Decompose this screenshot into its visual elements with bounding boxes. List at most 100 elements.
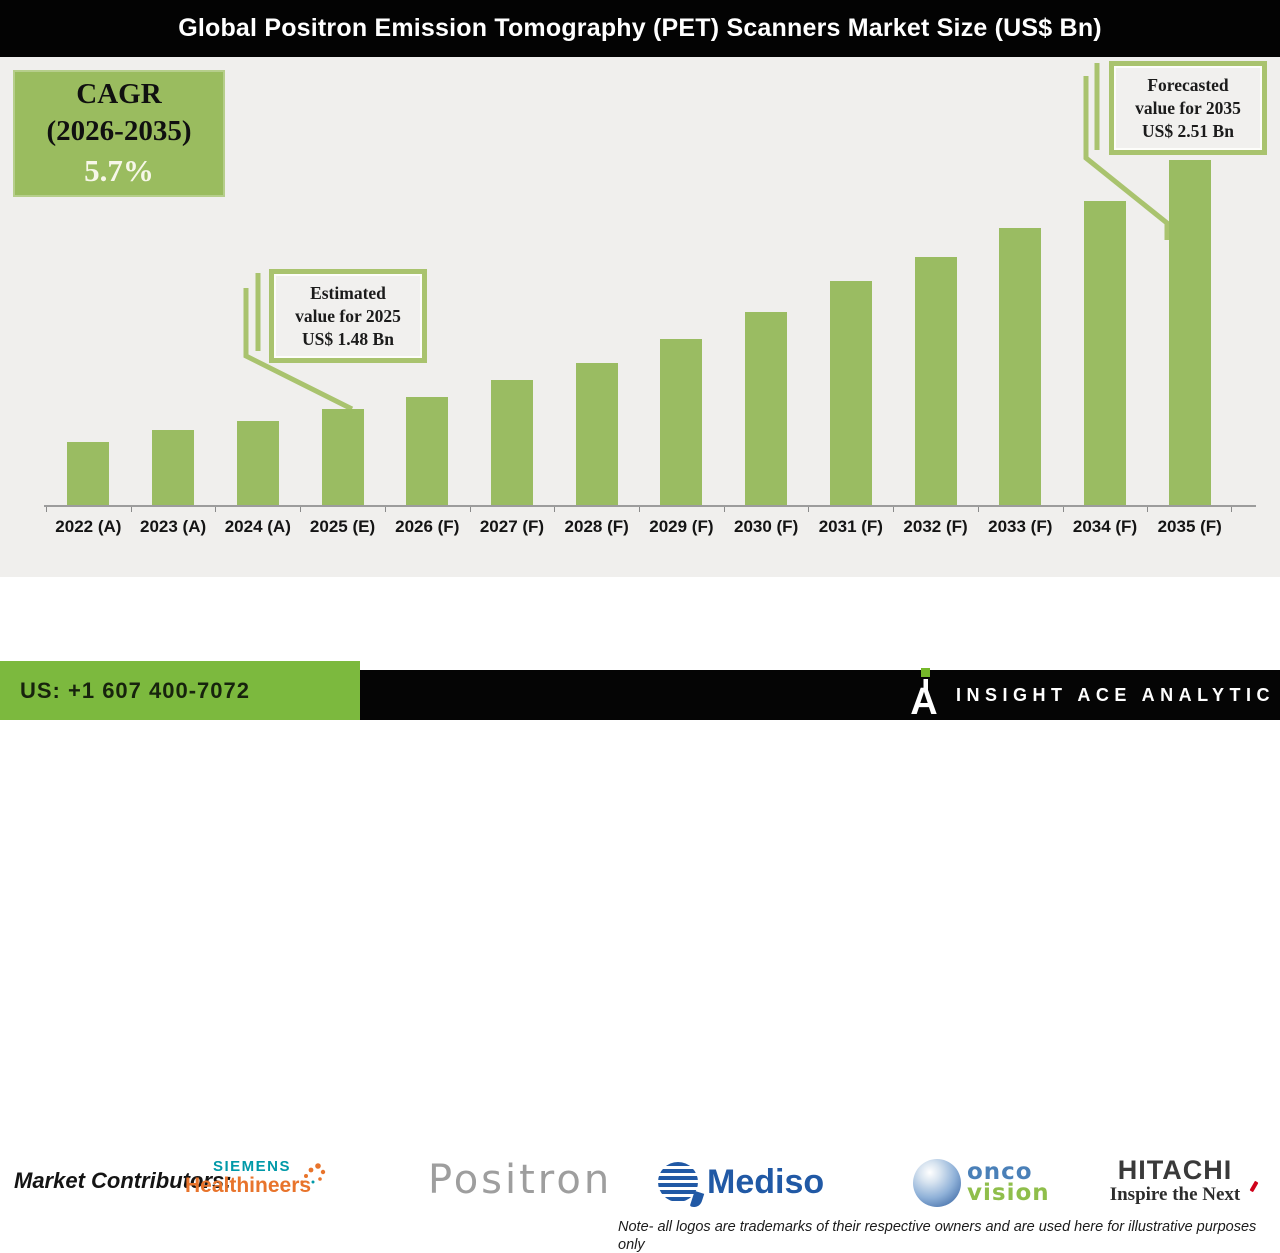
cagr-period: (2026-2035) <box>46 115 192 148</box>
bar-slot <box>131 57 216 505</box>
bar-2034 <box>1083 201 1126 505</box>
x-axis-labels: 2022 (A) 2023 (A) 2024 (A) 2025 (E) 2026 (F)… <box>46 509 1232 537</box>
oncovision-wordmark: onco vision <box>967 1159 1050 1206</box>
bar-slot <box>893 57 978 505</box>
x-axis-label: 2026 (F) <box>395 517 460 536</box>
phone-number: US: +1 607 400-7072 <box>20 677 250 703</box>
bar-2033 <box>999 228 1042 505</box>
axis-tick <box>724 507 725 512</box>
estimated-line2: value for 2025 <box>295 305 401 326</box>
x-axis-label: 2030 (F) <box>733 517 799 536</box>
brand-name: INSIGHT ACE ANALYTIC <box>956 684 1276 705</box>
axis-tick <box>46 507 47 512</box>
x-axis-label: 2025 (E) <box>309 517 376 536</box>
axis-tick <box>1063 507 1064 512</box>
bar-2028 <box>575 363 618 505</box>
bar-slot <box>470 57 555 505</box>
positron-logo: Positron <box>428 1157 613 1203</box>
bar-slot <box>1147 57 1232 505</box>
axis-tick <box>470 507 471 512</box>
axis-tick <box>131 507 132 512</box>
hitachi-slogan-text: Inspire the Next <box>1109 1184 1241 1205</box>
x-axis-label: 2028 (F) <box>564 517 629 536</box>
title-bar: Global Positron Emission Tomography (PET… <box>0 0 1280 57</box>
estimated-value-callout: Estimated value for 2025 US$ 1.48 Bn <box>269 269 427 363</box>
page-title: Global Positron Emission Tomography (PET… <box>178 14 1102 42</box>
estimated-line1: Estimated <box>310 282 386 303</box>
mediso-wordmark: Mediso <box>707 1162 825 1201</box>
forecasted-value-callout: Forecasted value for 2035 US$ 2.51 Bn <box>1109 61 1267 155</box>
axis-tick <box>978 507 979 512</box>
axis-tick <box>300 507 301 512</box>
axis-tick <box>554 507 555 512</box>
onco-word: onco <box>967 1159 1033 1185</box>
cagr-box: CAGR (2026-2035) 5.7% <box>13 70 225 197</box>
bar-chart: CAGR (2026-2035) 5.7% Estimated value fo… <box>0 57 1280 577</box>
bar-2029 <box>660 339 703 505</box>
bar-2023 <box>152 430 195 505</box>
estimated-value: US$ 1.48 Bn <box>302 328 394 349</box>
x-axis-ticks <box>46 507 1232 513</box>
svg-text:A: A <box>910 681 937 716</box>
infographic-page: Global Positron Emission Tomography (PET… <box>0 0 1280 720</box>
x-axis-label: 2029 (F) <box>649 517 714 536</box>
mediso-logo: Mediso <box>658 1162 824 1202</box>
hitachi-logo: HITACHI Inspire the Next <box>1095 1155 1259 1206</box>
axis-tick <box>215 507 216 512</box>
insightace-logo-icon: A <box>910 668 938 716</box>
bar-slot <box>300 57 385 505</box>
trademark-note-line1: Note- all logos are trademarks of their … <box>618 1219 1257 1235</box>
vision-word: vision <box>967 1180 1050 1206</box>
siemens-swirl-icon <box>300 1163 326 1184</box>
x-axis-label: 2034 (F) <box>1072 517 1138 536</box>
forecasted-value: US$ 2.51 Bn <box>1142 120 1234 141</box>
x-axis-label: 2027 (F) <box>479 517 545 536</box>
bar-2035 <box>1168 160 1211 505</box>
axis-tick <box>639 507 640 512</box>
bar-2026 <box>406 397 449 505</box>
siemens-healthineers-logo: SIEMENS Healthineers <box>185 1159 311 1197</box>
oncovision-logo: onco vision <box>913 1159 1050 1207</box>
mediso-globe-icon <box>658 1162 698 1202</box>
bar-2025 <box>321 409 364 505</box>
x-axis-label: 2032 (F) <box>903 517 968 536</box>
axis-tick <box>1147 507 1148 512</box>
x-axis-label: 2031 (F) <box>818 517 883 536</box>
bar-2032 <box>914 257 957 505</box>
x-axis-line <box>44 505 1256 507</box>
axis-tick <box>1231 507 1232 512</box>
bar-2031 <box>829 281 872 505</box>
forecasted-line2: value for 2035 <box>1135 97 1241 118</box>
x-axis-label: 2033 (F) <box>988 517 1053 536</box>
x-axis-label: 2035 (F) <box>1157 517 1222 536</box>
siemens-wordmark: SIEMENS <box>213 1158 292 1175</box>
bar-slot <box>978 57 1063 505</box>
axis-tick <box>808 507 809 512</box>
bar-2030 <box>745 312 788 505</box>
x-axis-label: 2023 (A) <box>140 517 207 536</box>
bar-2027 <box>490 380 533 505</box>
trademark-note-line2: only <box>618 1237 645 1253</box>
bar-slot <box>385 57 470 505</box>
forecasted-line1: Forecasted <box>1147 74 1229 95</box>
bar-slot <box>639 57 724 505</box>
hitachi-wordmark: HITACHI <box>1117 1155 1233 1185</box>
cagr-value: 5.7% <box>84 153 154 189</box>
bar-slot <box>724 57 809 505</box>
oncovision-sphere-icon <box>913 1159 961 1207</box>
bar-slot <box>46 57 131 505</box>
bar-slot <box>215 57 300 505</box>
cagr-label: CAGR <box>76 77 162 110</box>
bar-2022 <box>67 442 110 505</box>
axis-tick <box>385 507 386 512</box>
bar-slot <box>808 57 893 505</box>
phone-block: US: +1 607 400-7072 <box>0 661 360 720</box>
x-axis-label: 2024 (A) <box>224 517 291 536</box>
bar-2024 <box>236 421 279 505</box>
bar-slot <box>1063 57 1148 505</box>
hitachi-slogan: Inspire the Next <box>1095 1180 1259 1206</box>
bar-series <box>46 57 1232 505</box>
bar-slot <box>554 57 639 505</box>
axis-tick <box>893 507 894 512</box>
x-axis-label: 2022 (A) <box>55 517 122 536</box>
